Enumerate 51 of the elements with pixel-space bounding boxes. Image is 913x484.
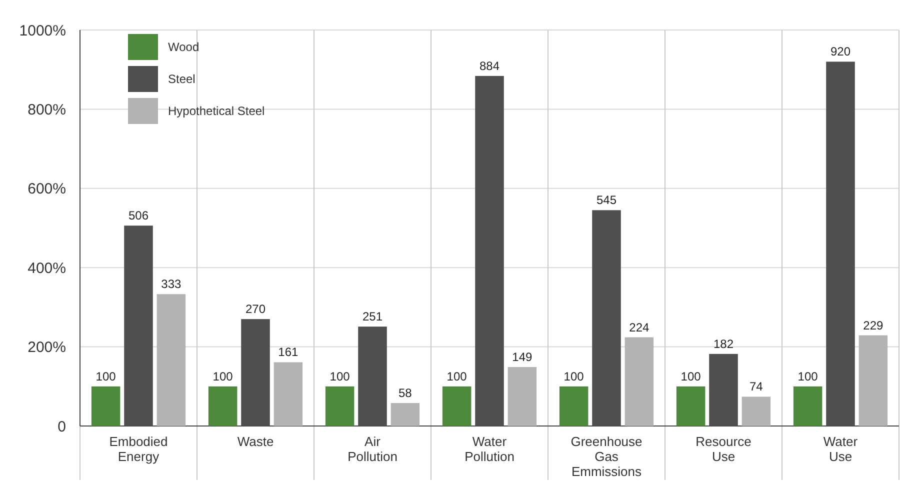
data-label: 149	[512, 350, 533, 364]
data-label: 100	[798, 369, 818, 384]
data-label: 920	[830, 44, 851, 59]
data-label: 229	[863, 318, 884, 332]
bar	[508, 366, 537, 426]
data-label: 100	[330, 369, 350, 384]
data-label: 100	[212, 369, 234, 384]
bar	[793, 386, 822, 426]
bar	[676, 386, 706, 426]
y-tick-label: 1000%	[19, 22, 66, 40]
y-tick-label: 800%	[28, 101, 66, 118]
data-label: 100	[446, 369, 468, 384]
bar	[858, 335, 888, 426]
y-tick-label: 400%	[28, 260, 66, 277]
data-label: 884	[479, 58, 500, 73]
data-label: 100	[564, 369, 584, 384]
data-label: 251	[362, 310, 383, 324]
data-label: 224	[629, 320, 650, 334]
bar	[742, 396, 771, 426]
bar	[208, 386, 238, 426]
x-tick-label: Water Use	[823, 434, 858, 464]
data-label: 506	[128, 208, 149, 223]
x-tick-label: Resource Use	[696, 434, 752, 464]
bar	[325, 386, 354, 426]
legend-label: Wood	[168, 40, 200, 54]
bar	[156, 294, 186, 426]
data-label: 100	[96, 369, 116, 384]
data-label: 545	[596, 193, 617, 208]
legend-label: Hypothetical Steel	[168, 104, 265, 118]
bar	[442, 386, 472, 426]
bar	[624, 337, 654, 426]
x-tick-label: Air Pollution	[348, 434, 398, 464]
bar	[559, 386, 588, 426]
bar	[91, 386, 120, 426]
y-tick-label: 600%	[28, 180, 66, 198]
x-tick-label: Waste	[237, 434, 274, 449]
x-tick-label: Greenhouse Gas Emmissions	[570, 434, 642, 479]
y-tick-label: 200%	[28, 339, 66, 356]
bar	[274, 362, 303, 426]
data-label: 270	[245, 302, 266, 316]
data-label: 333	[161, 277, 182, 292]
data-label: 100	[680, 369, 702, 384]
x-tick-label: Embodied Energy	[109, 434, 168, 464]
data-label: 182	[713, 336, 734, 351]
bar	[390, 403, 420, 426]
y-tick-label: 0	[58, 418, 66, 436]
data-label: 58	[398, 386, 412, 400]
data-label: 161	[278, 345, 299, 360]
legend-label: Steel	[168, 72, 196, 86]
data-label: 74	[750, 380, 764, 394]
x-tick-label: Water Pollution	[464, 434, 514, 464]
